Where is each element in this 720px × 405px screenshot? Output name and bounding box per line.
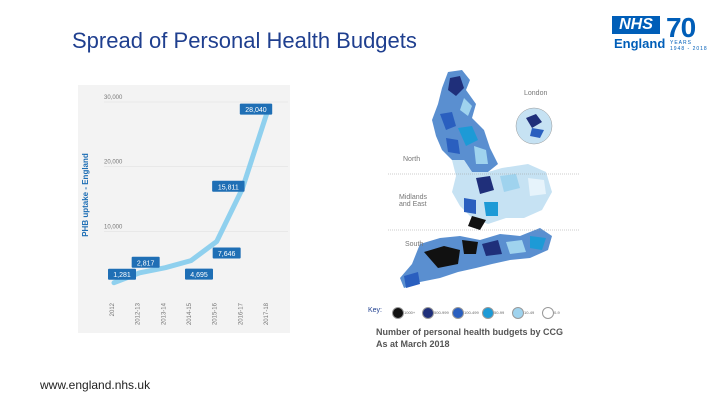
chart-svg: PHB uptake - England 10,000 20,000 30,000 1,… [81,95,288,325]
map-caption-line2: As at March 2018 [376,339,450,349]
y-axis-label: PHB uptake - England [81,153,90,237]
x-tick-label: 2017-18 [264,302,270,325]
key-swatch [452,307,464,319]
map-key-label: Key: [368,307,383,314]
key-label: 500-999 [434,310,449,315]
map-label-london: London [524,90,548,97]
map-label-south: South [405,241,424,248]
footer-url: www.england.nhs.uk [40,378,151,392]
years-text: YEARS 1948 - 2018 [670,40,708,52]
data-label: 15,811 [218,184,239,191]
map-south-region [400,228,552,288]
data-label-box [185,268,213,280]
x-tick-label: 2015-16 [213,302,219,325]
key-label: 0-9 [554,310,560,315]
nhs-logo-text: NHS [612,16,660,34]
key-swatch [512,307,524,319]
map-label-midlands: Midlands and East [399,194,428,208]
nhs-70-logo: NHS England 70 YEARS 1948 - 2018 [612,12,708,54]
data-label-box [131,256,160,268]
data-point [163,265,168,270]
x-tick-label: 2016-17 [238,302,244,325]
map-caption: Number of personal health budgets by CCG… [376,326,563,350]
y-tick-label: 10,000 [104,224,123,230]
data-point [137,270,142,275]
data-label-box [239,103,273,115]
data-point [112,280,116,285]
x-tick-label: 2012 [110,302,116,316]
data-point [189,258,193,263]
y-tick-label: 30,000 [104,95,123,101]
england-logo-text: England [614,36,666,51]
key-swatch [422,307,434,319]
key-label: 10-49 [524,310,535,315]
data-label-box [212,180,245,192]
map-label-north: North [403,156,421,163]
map-svg [388,70,580,288]
data-label: 4,695 [190,272,208,279]
key-label: 100-499 [464,310,479,315]
seventy-years-mark: 70 [666,12,696,43]
data-label-box [108,268,136,280]
phb-uptake-chart: PHB uptake - England 10,000 20,000 30,000 1,… [78,85,290,333]
key-swatch [482,307,494,319]
data-label: 7,646 [218,251,236,258]
y-tick-label: 20,000 [104,160,123,166]
series-line [111,107,271,286]
x-tick-label: 2014-15 [187,302,193,325]
data-label: 28,040 [245,107,267,114]
key-label: 50-99 [494,310,505,315]
data-point [214,239,219,244]
x-tick-label: 2013-14 [161,302,167,325]
data-label: 2,817 [137,260,155,267]
england-ccg-map [380,68,580,298]
x-tick-label: 2012-13 [136,302,142,325]
map-north-region [432,70,498,172]
map-midlands-region [452,160,552,224]
data-label-box [212,247,241,259]
key-swatch [392,307,404,319]
key-label: 1000+ [404,310,416,315]
data-label: 1,281 [113,272,131,279]
key-swatch [542,307,554,319]
slide-title: Spread of Personal Health Budgets [72,28,417,53]
map-caption-line1: Number of personal health budgets by CCG [376,327,564,337]
